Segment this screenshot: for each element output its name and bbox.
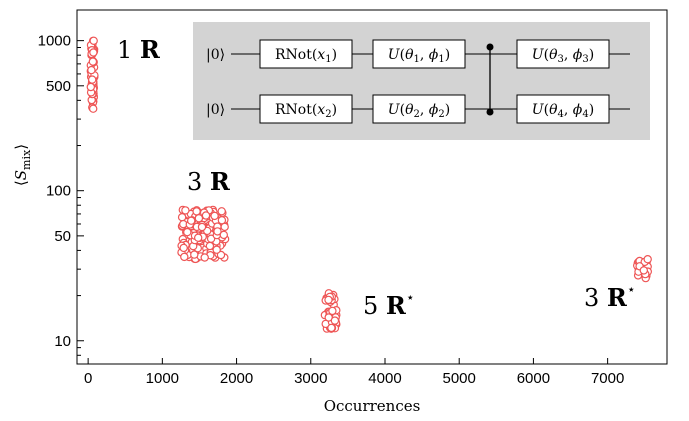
data-point bbox=[200, 253, 209, 262]
data-point bbox=[197, 222, 207, 232]
data-point bbox=[217, 215, 227, 225]
x-tick-label: 4000 bbox=[368, 370, 401, 387]
data-point bbox=[324, 295, 333, 305]
gate-u-2-label: U(θ2, ϕ2) bbox=[388, 102, 450, 120]
data-point bbox=[186, 216, 196, 225]
data-point bbox=[89, 36, 98, 46]
gate-u-1 bbox=[372, 39, 466, 69]
ket-2: |0⟩ bbox=[206, 102, 225, 118]
data-point bbox=[201, 211, 211, 220]
gate-rnot-2-label: RNot(x2) bbox=[275, 102, 337, 120]
x-tick-label: 5000 bbox=[443, 370, 476, 387]
gate-u-4 bbox=[516, 94, 610, 124]
gate-rnot-1 bbox=[259, 39, 353, 69]
data-point bbox=[205, 241, 215, 251]
cluster-label-3R: 3 R bbox=[187, 167, 231, 196]
x-tick-label: 7000 bbox=[591, 370, 624, 387]
x-tick-label: 3000 bbox=[294, 370, 327, 387]
data-point bbox=[194, 214, 204, 223]
x-tick-label: 6000 bbox=[517, 370, 550, 387]
data-point bbox=[328, 306, 337, 316]
y-tick-label: 10 bbox=[54, 333, 71, 350]
data-point bbox=[179, 243, 188, 253]
gate-rnot-2 bbox=[259, 94, 353, 124]
data-point bbox=[183, 227, 192, 237]
data-point bbox=[192, 207, 201, 216]
y-tick-label: 1000 bbox=[38, 33, 71, 50]
data-point bbox=[86, 82, 96, 92]
data-point bbox=[327, 323, 336, 333]
data-point bbox=[180, 252, 189, 262]
data-points bbox=[86, 36, 653, 333]
x-axis-label: Occurrences bbox=[324, 397, 421, 415]
data-point bbox=[88, 104, 98, 113]
data-point bbox=[210, 211, 219, 221]
data-point bbox=[88, 57, 98, 66]
data-point bbox=[213, 227, 222, 236]
y-tick-label: 50 bbox=[54, 228, 71, 245]
data-point bbox=[87, 75, 97, 84]
axis-ticks: 0 1000 2000 3000 4000 5000 6000 7000 10 50 100 500 1… bbox=[38, 33, 625, 387]
data-point bbox=[212, 245, 221, 254]
data-point bbox=[87, 65, 96, 75]
data-point bbox=[181, 206, 190, 215]
cluster-label-5Rstar: 5 R⋆ bbox=[363, 290, 415, 320]
gate-rnot-1-label: RNot(x1) bbox=[275, 47, 337, 65]
x-tick-label: 2000 bbox=[220, 370, 253, 387]
cz-control-dot-1 bbox=[486, 43, 494, 51]
circuit-inset: |0⟩ |0⟩ RNot(x1) U(θ1, ϕ1) U(θ3, ϕ3) RNo… bbox=[193, 22, 650, 140]
gate-u-4-label: U(θ4, ϕ4) bbox=[532, 102, 594, 120]
data-point bbox=[217, 207, 226, 216]
cluster-label-1R: 1 R bbox=[117, 35, 161, 64]
data-point bbox=[216, 250, 226, 260]
svg-text:⟨Smix⟩: ⟨Smix⟩ bbox=[12, 144, 33, 186]
ket-1: |0⟩ bbox=[206, 47, 225, 63]
cz-control-dot-2 bbox=[486, 108, 494, 116]
gate-u-1-label: U(θ1, ϕ1) bbox=[388, 47, 450, 65]
x-tick-label: 0 bbox=[84, 370, 92, 387]
x-tick-label: 1000 bbox=[146, 370, 179, 387]
data-point bbox=[219, 230, 228, 240]
data-point bbox=[330, 316, 340, 325]
y-tick-label: 100 bbox=[46, 183, 71, 200]
data-point bbox=[89, 48, 98, 57]
y-tick-label: 500 bbox=[46, 78, 71, 95]
data-point bbox=[643, 255, 652, 264]
data-point bbox=[639, 266, 649, 275]
gate-u-3 bbox=[516, 39, 610, 69]
data-point bbox=[177, 212, 187, 222]
plot-frame bbox=[76, 9, 668, 365]
data-point bbox=[190, 250, 199, 259]
gate-u-2 bbox=[372, 94, 466, 124]
data-point bbox=[193, 233, 203, 242]
cluster-label-3Rstar: 3 R⋆ bbox=[584, 282, 636, 312]
y-axis-label: ⟨Smix⟩ bbox=[12, 144, 33, 186]
gate-u-3-label: U(θ3, ϕ3) bbox=[532, 47, 594, 65]
